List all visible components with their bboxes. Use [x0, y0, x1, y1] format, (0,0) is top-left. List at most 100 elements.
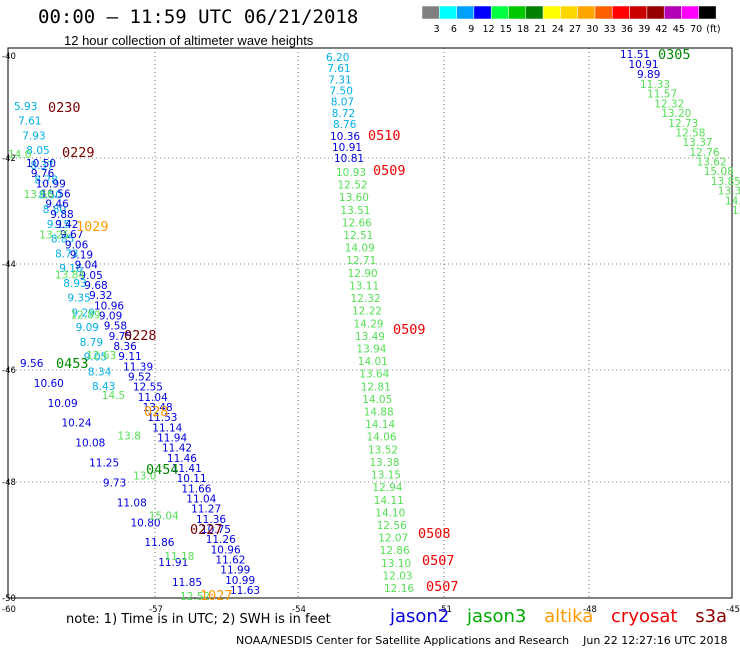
wave-height-value: 8.93 — [63, 278, 86, 290]
wave-height-value: 13.94 — [356, 344, 386, 356]
wave-height-value: 14.05 — [362, 394, 392, 406]
wave-height-value: 11.91 — [158, 557, 188, 569]
wave-height-value: 9.04 — [75, 260, 99, 272]
wave-height-value: 11.85 — [172, 577, 202, 589]
wave-height-value: 10.91 — [629, 59, 659, 71]
wave-height-value: 7.61 — [327, 63, 350, 75]
wave-height-value: 10.56 — [41, 189, 71, 201]
wave-height-value: 9.76 — [31, 168, 55, 180]
colorbar-label: 3 — [434, 24, 440, 35]
wave-height-value: 8.80 — [43, 204, 66, 216]
wave-height-value: 12.51 — [343, 230, 373, 242]
wave-height-value: 9.56 — [20, 358, 44, 370]
wave-height-value: 13.37 — [683, 137, 713, 149]
wave-height-value: 9.15 — [47, 219, 70, 231]
satellite-legend: jason2 jason3 altika cryosat s3a — [390, 606, 739, 627]
wave-height-value: 8.79 — [80, 337, 103, 349]
wave-height-value: 10.81 — [334, 153, 364, 165]
latitude-label: -40 — [2, 52, 16, 62]
wave-height-value: 9.06 — [65, 239, 89, 251]
wave-height-value: 9.32 — [89, 290, 112, 302]
wave-height-value: 9.05 — [79, 270, 102, 282]
wave-height-value: 8.50 — [39, 189, 62, 201]
wave-height-value: 12.07 — [378, 533, 408, 545]
pass-time-label: 0453 — [56, 356, 89, 372]
wave-height-value: 10.24 — [62, 418, 92, 430]
wave-height-value: 9.75 — [109, 331, 132, 343]
wave-height-value: 11.33 — [640, 79, 670, 91]
pass-time-label: 0507 — [426, 579, 459, 595]
colorbar-label: 9 — [468, 24, 474, 35]
wave-height-value: 12.16 — [384, 583, 414, 595]
wave-height-value: 13.20 — [661, 108, 691, 120]
wave-height-value: 11.46 — [167, 453, 197, 465]
wave-height-value: 13.51 — [340, 205, 370, 217]
longitude-label: -60 — [2, 605, 16, 615]
wave-height-value: 13.11 — [349, 281, 379, 293]
pass-time-label: 0227 — [190, 522, 223, 538]
wave-height-value: 11.04 — [186, 494, 216, 506]
pass-time-label: 0229 — [62, 145, 95, 161]
wave-height-value: 12.71 — [346, 255, 376, 267]
wave-height-value: 14.72 — [725, 195, 740, 207]
wave-height-value: 12.32 — [351, 293, 381, 305]
wave-height-value: 11.66 — [181, 483, 211, 495]
wave-height-value: 11.26 — [206, 534, 236, 546]
wave-height-value: 5.93 — [14, 101, 37, 113]
wave-height-value: 14.01 — [358, 356, 388, 368]
wave-height-value: 8.78 — [35, 175, 58, 187]
wave-height-value: 12.58 — [675, 128, 705, 140]
wave-height-value: 8.73 — [55, 248, 78, 260]
wave-height-value: 13.84 — [55, 270, 85, 282]
wave-height-value: 11.27 — [191, 504, 221, 516]
colorbar-label: 18 — [517, 24, 529, 35]
wave-height-value: 14.06 — [367, 432, 397, 444]
wave-height-value: 10.09 — [48, 398, 78, 410]
wave-height-value: 12.22 — [352, 306, 382, 318]
longitude-label: -51 — [438, 605, 452, 615]
wave-height-value: 10.80 — [131, 517, 161, 529]
wave-height-value: 14.10 — [375, 507, 405, 519]
colorbar-label: 70 — [690, 24, 702, 35]
colorbar-label: 6 — [451, 24, 457, 35]
longitude-label: -57 — [149, 605, 163, 615]
wave-height-value: 11.41 — [172, 463, 202, 475]
longitude-label: -45 — [726, 605, 740, 615]
wave-height-value: 13.10 — [381, 558, 411, 570]
credit-line: NOAA/NESDIS Center for Satellite Applica… — [236, 634, 728, 647]
wave-height-value: 11.94 — [157, 433, 187, 445]
colorbar-label: 15 — [500, 24, 512, 35]
wave-height-value: 9.68 — [84, 280, 107, 292]
latitude-label: -42 — [2, 154, 16, 164]
wave-height-value: 9.35 — [67, 293, 90, 305]
wave-height-value: 9.05 — [84, 352, 107, 364]
wave-height-value: 9.46 — [45, 199, 69, 211]
pass-time-label: 0228 — [124, 328, 157, 344]
wave-height-value: 9.16 — [59, 263, 83, 275]
wave-height-value: 9.58 — [104, 321, 127, 333]
wave-height-value: 13.15 — [371, 470, 401, 482]
pass-time-label: 0509 — [393, 322, 426, 338]
wave-height-value: 8.76 — [333, 119, 357, 131]
wave-height-value: 13.39 — [718, 186, 740, 198]
wave-height-value: 11.36 — [196, 514, 226, 526]
wave-height-value: 12.76 — [690, 147, 720, 159]
wave-height-value: 10.08 — [75, 438, 105, 450]
wave-height-value: 14.88 — [364, 407, 394, 419]
wave-height-value: 14.14 — [365, 419, 395, 431]
wave-height-value: 11.18 — [164, 551, 194, 563]
wave-height-value: 8.37 — [30, 160, 53, 172]
wave-height-value: 12.90 — [348, 268, 378, 280]
wave-height-value: 13.62 — [697, 157, 727, 169]
colorbar-label: (ft) — [706, 24, 720, 35]
pass-time-label: 0230 — [48, 100, 81, 116]
wave-height-value: 7.31 — [328, 74, 351, 86]
wave-height-value: 9.67 — [60, 229, 83, 241]
wave-height-value: 12.73 — [668, 118, 698, 130]
wave-height-value: 15.08 — [704, 166, 734, 178]
map-frame — [7, 47, 733, 599]
wave-height-value: 9.09 — [76, 322, 99, 334]
colorbar-label: 27 — [569, 24, 581, 35]
latitude-label: -48 — [2, 478, 16, 488]
